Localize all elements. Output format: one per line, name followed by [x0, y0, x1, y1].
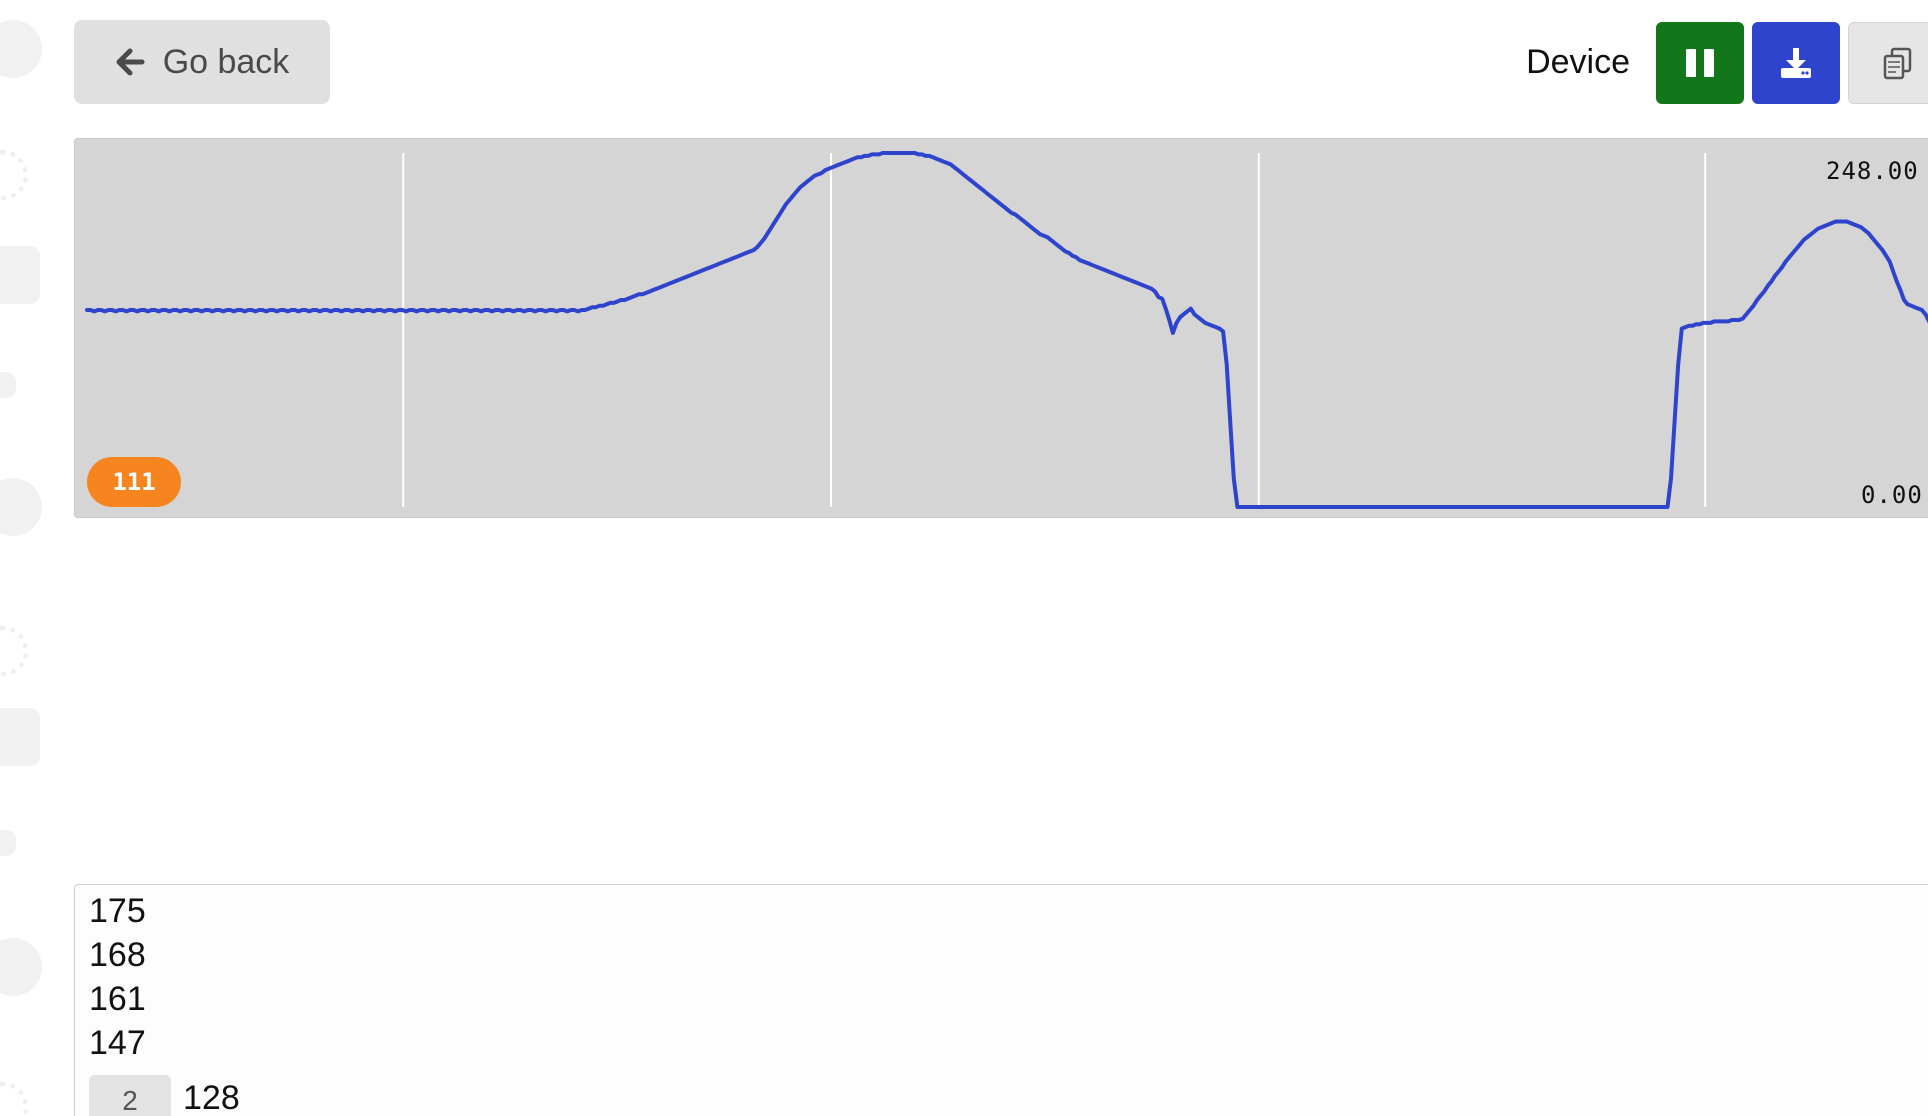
serial-plot: 248.00 0.00 111 [74, 138, 1928, 518]
arrow-left-icon [116, 48, 145, 76]
pause-icon [1686, 49, 1714, 77]
console-line-partial: — [89, 885, 123, 893]
decorative-ring-shape [0, 1082, 28, 1116]
device-label: Device [1526, 43, 1630, 81]
decorative-circle-shape [0, 20, 42, 78]
background-pattern [0, 0, 60, 1116]
decorative-ring-shape [0, 150, 28, 200]
repeat-value: 128 [183, 1079, 240, 1116]
download-button[interactable] [1752, 22, 1840, 104]
plot-canvas [85, 151, 1928, 509]
decorative-bar-shape [0, 372, 16, 398]
console-line: 147 [89, 1024, 146, 1062]
decorative-circle-shape [0, 938, 42, 996]
console-line: 175 [89, 892, 146, 930]
sample-count-badge: 111 [87, 457, 181, 507]
pause-button[interactable] [1656, 22, 1744, 104]
decorative-bar-shape [0, 830, 16, 856]
plot-series-line [85, 151, 1928, 509]
y-axis-min-label: 0.00 [1861, 481, 1923, 509]
y-axis-max-label: 248.00 [1826, 157, 1919, 185]
serial-output-console[interactable]: — 175 168 161 147 2 128 [74, 884, 1928, 1116]
go-back-button[interactable]: Go back [74, 20, 330, 104]
console-line: 168 [89, 936, 146, 974]
decorative-bar-shape [0, 246, 40, 304]
decorative-bar-shape [0, 708, 40, 766]
copy-icon [1883, 47, 1912, 80]
go-back-label: Go back [162, 42, 290, 81]
download-icon [1781, 48, 1811, 78]
console-line: 161 [89, 980, 146, 1018]
console-line-repeated: 2 128 [89, 1075, 240, 1116]
decorative-circle-shape [0, 478, 42, 536]
repeat-count-badge: 2 [89, 1075, 171, 1116]
decorative-ring-shape [0, 626, 28, 676]
copy-button[interactable] [1848, 22, 1928, 104]
